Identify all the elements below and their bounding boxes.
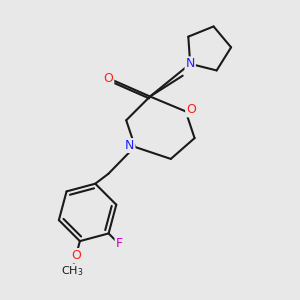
Text: N: N — [125, 139, 134, 152]
Text: O: O — [71, 249, 81, 262]
Text: O: O — [103, 72, 113, 85]
Text: O: O — [186, 103, 196, 116]
Text: F: F — [116, 237, 123, 250]
Text: N: N — [185, 57, 195, 70]
Text: CH$_3$: CH$_3$ — [61, 264, 83, 278]
